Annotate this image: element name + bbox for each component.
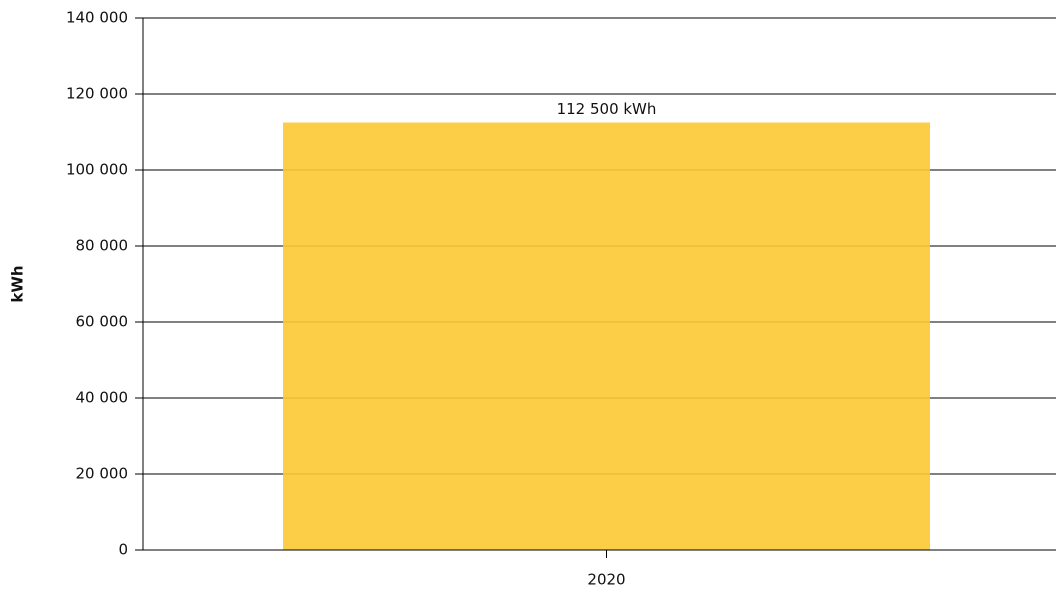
y-tick-label: 80 000 xyxy=(76,237,129,255)
y-tick-label: 20 000 xyxy=(76,465,129,483)
y-tick-label: 0 xyxy=(118,541,128,559)
y-tick-label: 100 000 xyxy=(66,161,128,179)
y-tick-label: 120 000 xyxy=(66,85,128,103)
x-tick-label: 2020 xyxy=(587,571,625,589)
y-axis-label: kWh xyxy=(9,265,27,302)
value-label: 112 500 kWh xyxy=(557,100,657,118)
y-tick-label: 140 000 xyxy=(66,9,128,27)
y-tick-label: 60 000 xyxy=(76,313,129,331)
y-tick-label: 40 000 xyxy=(76,389,129,407)
bar xyxy=(283,122,930,550)
